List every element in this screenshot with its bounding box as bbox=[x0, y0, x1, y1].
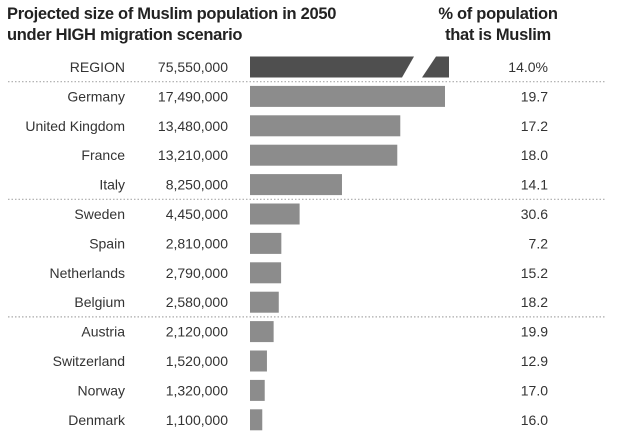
bar-region-right bbox=[422, 56, 449, 78]
value-label: 1,100,000 bbox=[166, 412, 228, 428]
chart-title: Projected size of Muslim population in 2… bbox=[7, 4, 336, 46]
value-label: 1,520,000 bbox=[166, 353, 228, 369]
category-label: Denmark bbox=[68, 412, 126, 428]
bar bbox=[250, 144, 398, 166]
bar bbox=[250, 262, 282, 284]
bar bbox=[250, 291, 279, 313]
category-label: Switzerland bbox=[53, 353, 125, 369]
percent-label: 30.6 bbox=[521, 206, 548, 222]
category-label: Sweden bbox=[74, 206, 125, 222]
percent-title-line-1: % of population bbox=[438, 5, 558, 23]
bar bbox=[250, 350, 267, 372]
bar bbox=[250, 232, 282, 254]
value-label: 4,450,000 bbox=[166, 206, 228, 222]
percent-column-title: % of population that is Muslim bbox=[398, 4, 598, 46]
bar bbox=[250, 321, 274, 343]
percent-label: 12.9 bbox=[521, 353, 548, 369]
bar bbox=[250, 115, 401, 137]
bar bbox=[250, 409, 263, 431]
percent-label: 18.2 bbox=[521, 294, 548, 310]
category-label: United Kingdom bbox=[25, 118, 125, 134]
value-label: 1,320,000 bbox=[166, 382, 228, 398]
percent-label: 14.0% bbox=[508, 59, 548, 75]
category-label: Germany bbox=[67, 88, 125, 104]
bar bbox=[250, 85, 445, 107]
percent-label: 19.7 bbox=[521, 88, 548, 104]
value-label: 2,810,000 bbox=[166, 235, 228, 251]
category-label: REGION bbox=[70, 59, 125, 75]
bar bbox=[250, 203, 300, 225]
percent-label: 16.0 bbox=[521, 412, 548, 428]
value-label: 13,480,000 bbox=[158, 118, 228, 134]
value-label: 13,210,000 bbox=[158, 147, 228, 163]
percent-label: 7.2 bbox=[529, 235, 549, 251]
value-label: 75,550,000 bbox=[158, 59, 228, 75]
value-label: 8,250,000 bbox=[166, 177, 228, 193]
category-label: Norway bbox=[78, 382, 125, 398]
percent-label: 17.2 bbox=[521, 118, 548, 134]
value-label: 2,120,000 bbox=[166, 324, 228, 340]
percent-label: 19.9 bbox=[521, 324, 548, 340]
percent-title-line-2: that is Muslim bbox=[445, 26, 551, 44]
category-label: Italy bbox=[99, 177, 125, 193]
chart-title-line-1: Projected size of Muslim population in 2… bbox=[7, 5, 337, 23]
value-label: 2,580,000 bbox=[166, 294, 228, 310]
category-label: Belgium bbox=[74, 294, 125, 310]
percent-label: 15.2 bbox=[521, 265, 548, 281]
bar-region-left bbox=[250, 56, 414, 78]
category-label: Spain bbox=[89, 235, 125, 251]
category-label: Netherlands bbox=[50, 265, 126, 281]
value-label: 2,790,000 bbox=[166, 265, 228, 281]
bar bbox=[250, 379, 265, 401]
bar bbox=[250, 174, 342, 196]
value-label: 17,490,000 bbox=[158, 88, 228, 104]
category-label: France bbox=[81, 147, 125, 163]
percent-label: 17.0 bbox=[521, 382, 548, 398]
chart-title-line-2: under HIGH migration scenario bbox=[7, 26, 243, 44]
percent-label: 18.0 bbox=[521, 147, 548, 163]
category-label: Austria bbox=[81, 324, 125, 340]
percent-label: 14.1 bbox=[521, 177, 548, 193]
